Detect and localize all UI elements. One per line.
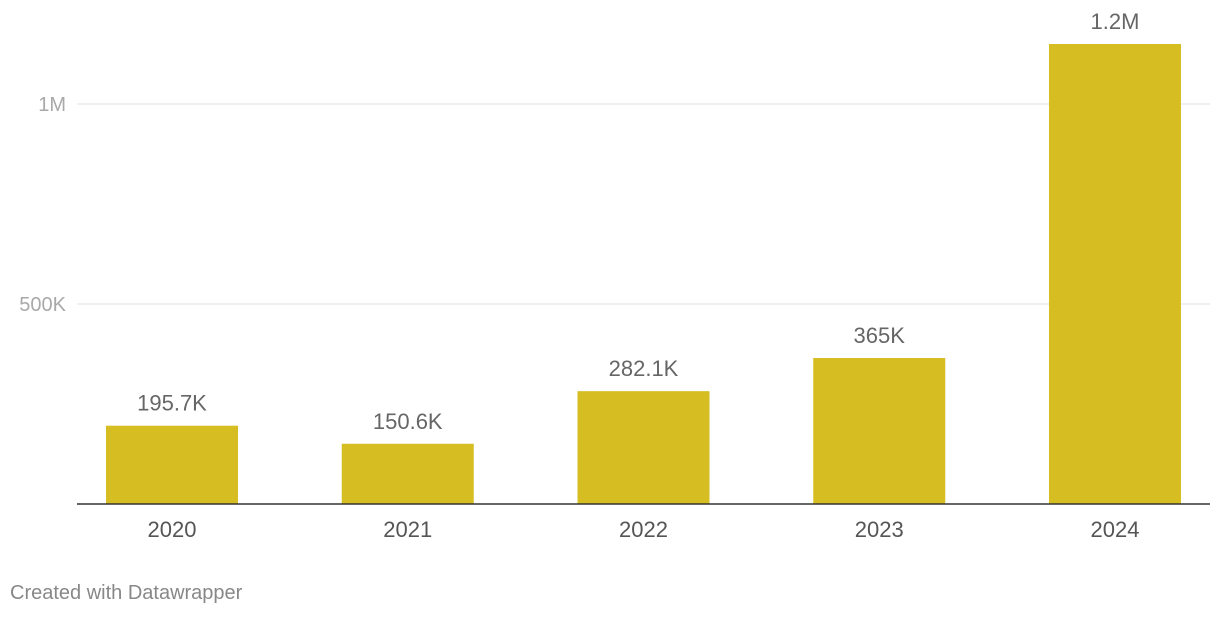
y-tick-label: 500K <box>19 294 66 316</box>
bar <box>106 425 238 504</box>
bar <box>577 391 710 504</box>
x-tick-label: 2023 <box>855 517 904 542</box>
data-label: 365K <box>854 323 906 348</box>
data-label: 282.1K <box>609 356 679 381</box>
data-label: 1.2M <box>1091 9 1140 34</box>
credit-text: Created with Datawrapper <box>10 582 243 604</box>
y-tick-label: 1M <box>38 94 66 116</box>
data-label: 195.7K <box>137 391 207 416</box>
bar-chart: 500K 1M 195.7K 2020 150.6K 2021 282.1K 2022 365K… <box>19 9 1210 542</box>
bar <box>341 443 474 504</box>
x-tick-label: 2020 <box>148 517 197 542</box>
x-tick-label: 2024 <box>1091 517 1140 542</box>
x-tick-label: 2021 <box>383 517 432 542</box>
x-tick-label: 2022 <box>619 517 668 542</box>
bar <box>1049 44 1181 504</box>
data-label: 150.6K <box>373 409 443 434</box>
bar <box>813 358 946 504</box>
